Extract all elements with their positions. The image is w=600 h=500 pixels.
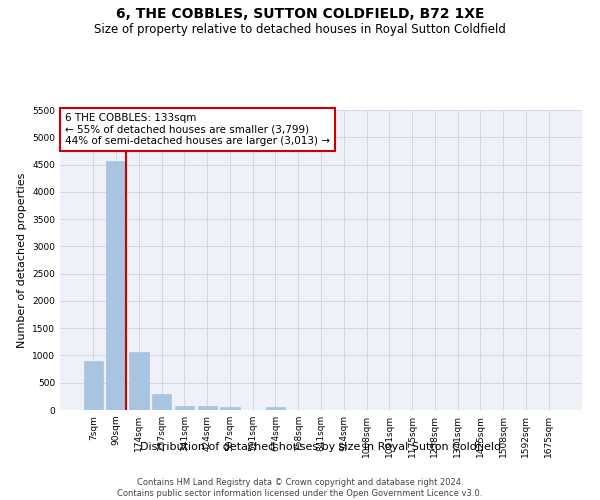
Bar: [220, 408, 239, 410]
Text: 6 THE COBBLES: 133sqm
← 55% of detached houses are smaller (3,799)
44% of semi-d: 6 THE COBBLES: 133sqm ← 55% of detached …: [65, 113, 330, 146]
Text: Distribution of detached houses by size in Royal Sutton Coldfield: Distribution of detached houses by size …: [140, 442, 502, 452]
Bar: [106, 162, 126, 410]
Bar: [129, 352, 149, 410]
Bar: [152, 394, 172, 410]
Bar: [266, 406, 285, 410]
Text: Size of property relative to detached houses in Royal Sutton Coldfield: Size of property relative to detached ho…: [94, 22, 506, 36]
Text: Contains HM Land Registry data © Crown copyright and database right 2024.
Contai: Contains HM Land Registry data © Crown c…: [118, 478, 482, 498]
Y-axis label: Number of detached properties: Number of detached properties: [17, 172, 26, 348]
Bar: [84, 361, 103, 410]
Bar: [197, 406, 217, 410]
Text: 6, THE COBBLES, SUTTON COLDFIELD, B72 1XE: 6, THE COBBLES, SUTTON COLDFIELD, B72 1X…: [116, 8, 484, 22]
Bar: [175, 406, 194, 410]
